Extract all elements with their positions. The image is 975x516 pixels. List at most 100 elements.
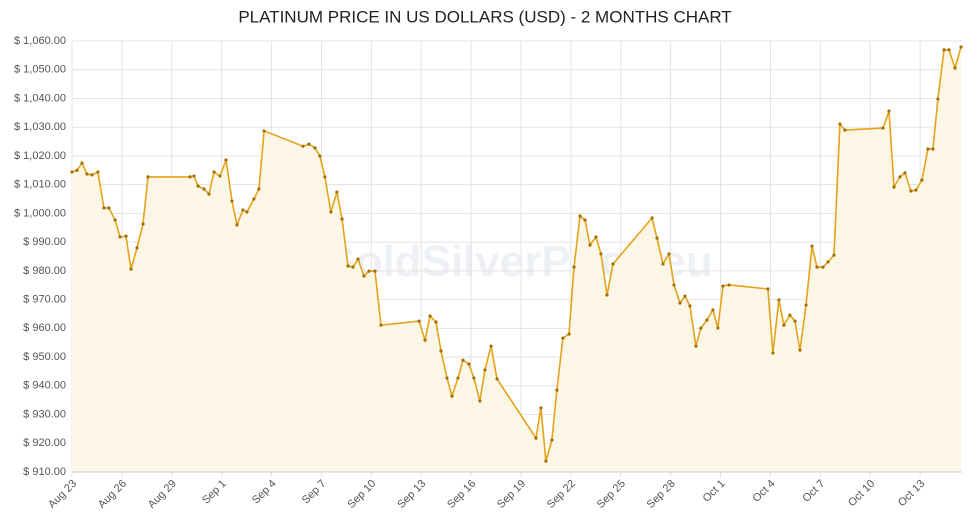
point xyxy=(90,173,94,177)
point xyxy=(534,436,538,440)
point xyxy=(881,126,885,130)
point xyxy=(605,293,609,297)
point xyxy=(777,298,781,302)
point xyxy=(417,319,421,323)
x-tick-label: Sep 1 xyxy=(200,478,229,507)
point xyxy=(346,264,350,268)
point xyxy=(721,284,725,288)
point xyxy=(892,185,896,189)
point xyxy=(936,97,940,101)
point xyxy=(489,344,493,348)
point xyxy=(572,265,576,269)
point xyxy=(379,323,383,327)
y-tick-label: $ 1,000.00 xyxy=(14,207,66,219)
x-tick-label: Sep 22 xyxy=(545,478,578,511)
point xyxy=(113,218,117,222)
point xyxy=(782,323,786,327)
point xyxy=(467,362,471,366)
point xyxy=(450,394,454,398)
point xyxy=(727,283,731,287)
x-tick-label: Sep 28 xyxy=(645,478,678,511)
point xyxy=(898,175,902,179)
point xyxy=(495,377,499,381)
point xyxy=(313,146,317,150)
y-tick-label: $ 920.00 xyxy=(23,437,66,449)
point xyxy=(307,142,311,146)
point xyxy=(70,170,74,174)
x-tick-label: Oct 1 xyxy=(701,478,728,505)
area xyxy=(72,47,961,472)
point xyxy=(141,222,145,226)
x-tick-label: Sep 25 xyxy=(595,478,628,511)
point xyxy=(909,189,913,193)
point xyxy=(241,208,245,212)
x-tick-label: Oct 4 xyxy=(751,478,778,505)
point xyxy=(821,265,825,269)
point xyxy=(230,199,234,203)
x-tick-label: Oct 7 xyxy=(800,478,827,505)
point xyxy=(367,269,371,273)
point xyxy=(550,438,554,442)
point xyxy=(107,206,111,210)
point xyxy=(196,184,200,188)
point xyxy=(373,269,377,273)
point xyxy=(683,294,687,298)
y-tick-label: $ 910.00 xyxy=(23,466,66,478)
y-tick-label: $ 1,020.00 xyxy=(14,150,66,162)
point xyxy=(461,358,465,362)
x-tick-label: Sep 4 xyxy=(250,478,279,507)
point xyxy=(96,170,100,174)
point xyxy=(257,187,261,191)
point xyxy=(926,147,930,151)
point xyxy=(340,217,344,221)
point xyxy=(146,175,150,179)
point xyxy=(335,190,339,194)
point xyxy=(323,175,327,179)
point xyxy=(434,320,438,324)
point xyxy=(583,218,587,222)
point xyxy=(947,48,951,52)
point xyxy=(539,406,543,410)
point xyxy=(555,388,559,392)
point xyxy=(567,332,571,336)
point xyxy=(356,257,360,261)
point xyxy=(362,274,366,278)
point xyxy=(483,368,487,372)
point xyxy=(329,210,333,214)
point xyxy=(711,308,715,312)
point xyxy=(667,252,671,256)
point xyxy=(793,319,797,323)
point xyxy=(80,161,84,165)
point xyxy=(578,214,582,218)
point xyxy=(672,283,676,287)
point xyxy=(810,244,814,248)
y-tick-label: $ 1,010.00 xyxy=(14,179,66,191)
point xyxy=(815,265,819,269)
x-tick-label: Sep 7 xyxy=(300,478,329,507)
point xyxy=(688,304,692,308)
point xyxy=(218,174,222,178)
point xyxy=(124,234,128,238)
point xyxy=(661,262,665,266)
point xyxy=(207,192,211,196)
x-tick-label: Oct 13 xyxy=(896,478,927,509)
y-tick-label: $ 940.00 xyxy=(23,380,66,392)
point xyxy=(252,197,256,201)
x-tick-label: Sep 10 xyxy=(345,478,378,511)
point xyxy=(588,243,592,247)
point xyxy=(445,376,449,380)
point xyxy=(351,265,355,269)
point xyxy=(953,66,957,70)
point xyxy=(826,260,830,264)
x-tick-label: Sep 13 xyxy=(395,478,428,511)
point xyxy=(202,187,206,191)
point xyxy=(262,129,266,133)
point xyxy=(804,303,808,307)
point xyxy=(699,326,703,330)
point xyxy=(650,216,654,220)
point xyxy=(85,172,89,176)
point xyxy=(766,287,770,291)
point xyxy=(235,223,239,227)
x-tick-label: Oct 10 xyxy=(846,478,877,509)
